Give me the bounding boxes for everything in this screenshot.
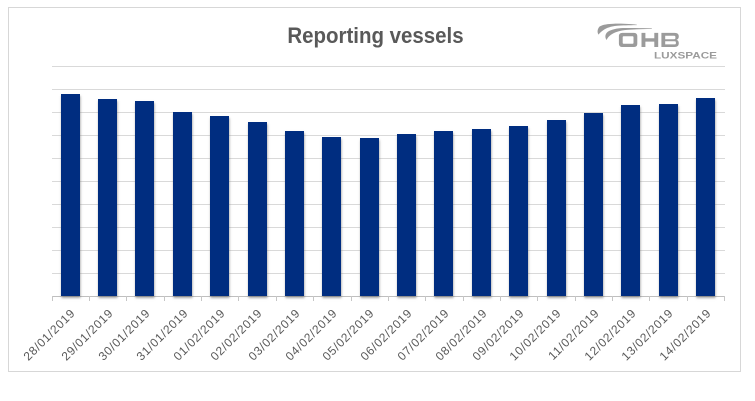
svg-text:LUXSPACE: LUXSPACE <box>654 51 717 61</box>
